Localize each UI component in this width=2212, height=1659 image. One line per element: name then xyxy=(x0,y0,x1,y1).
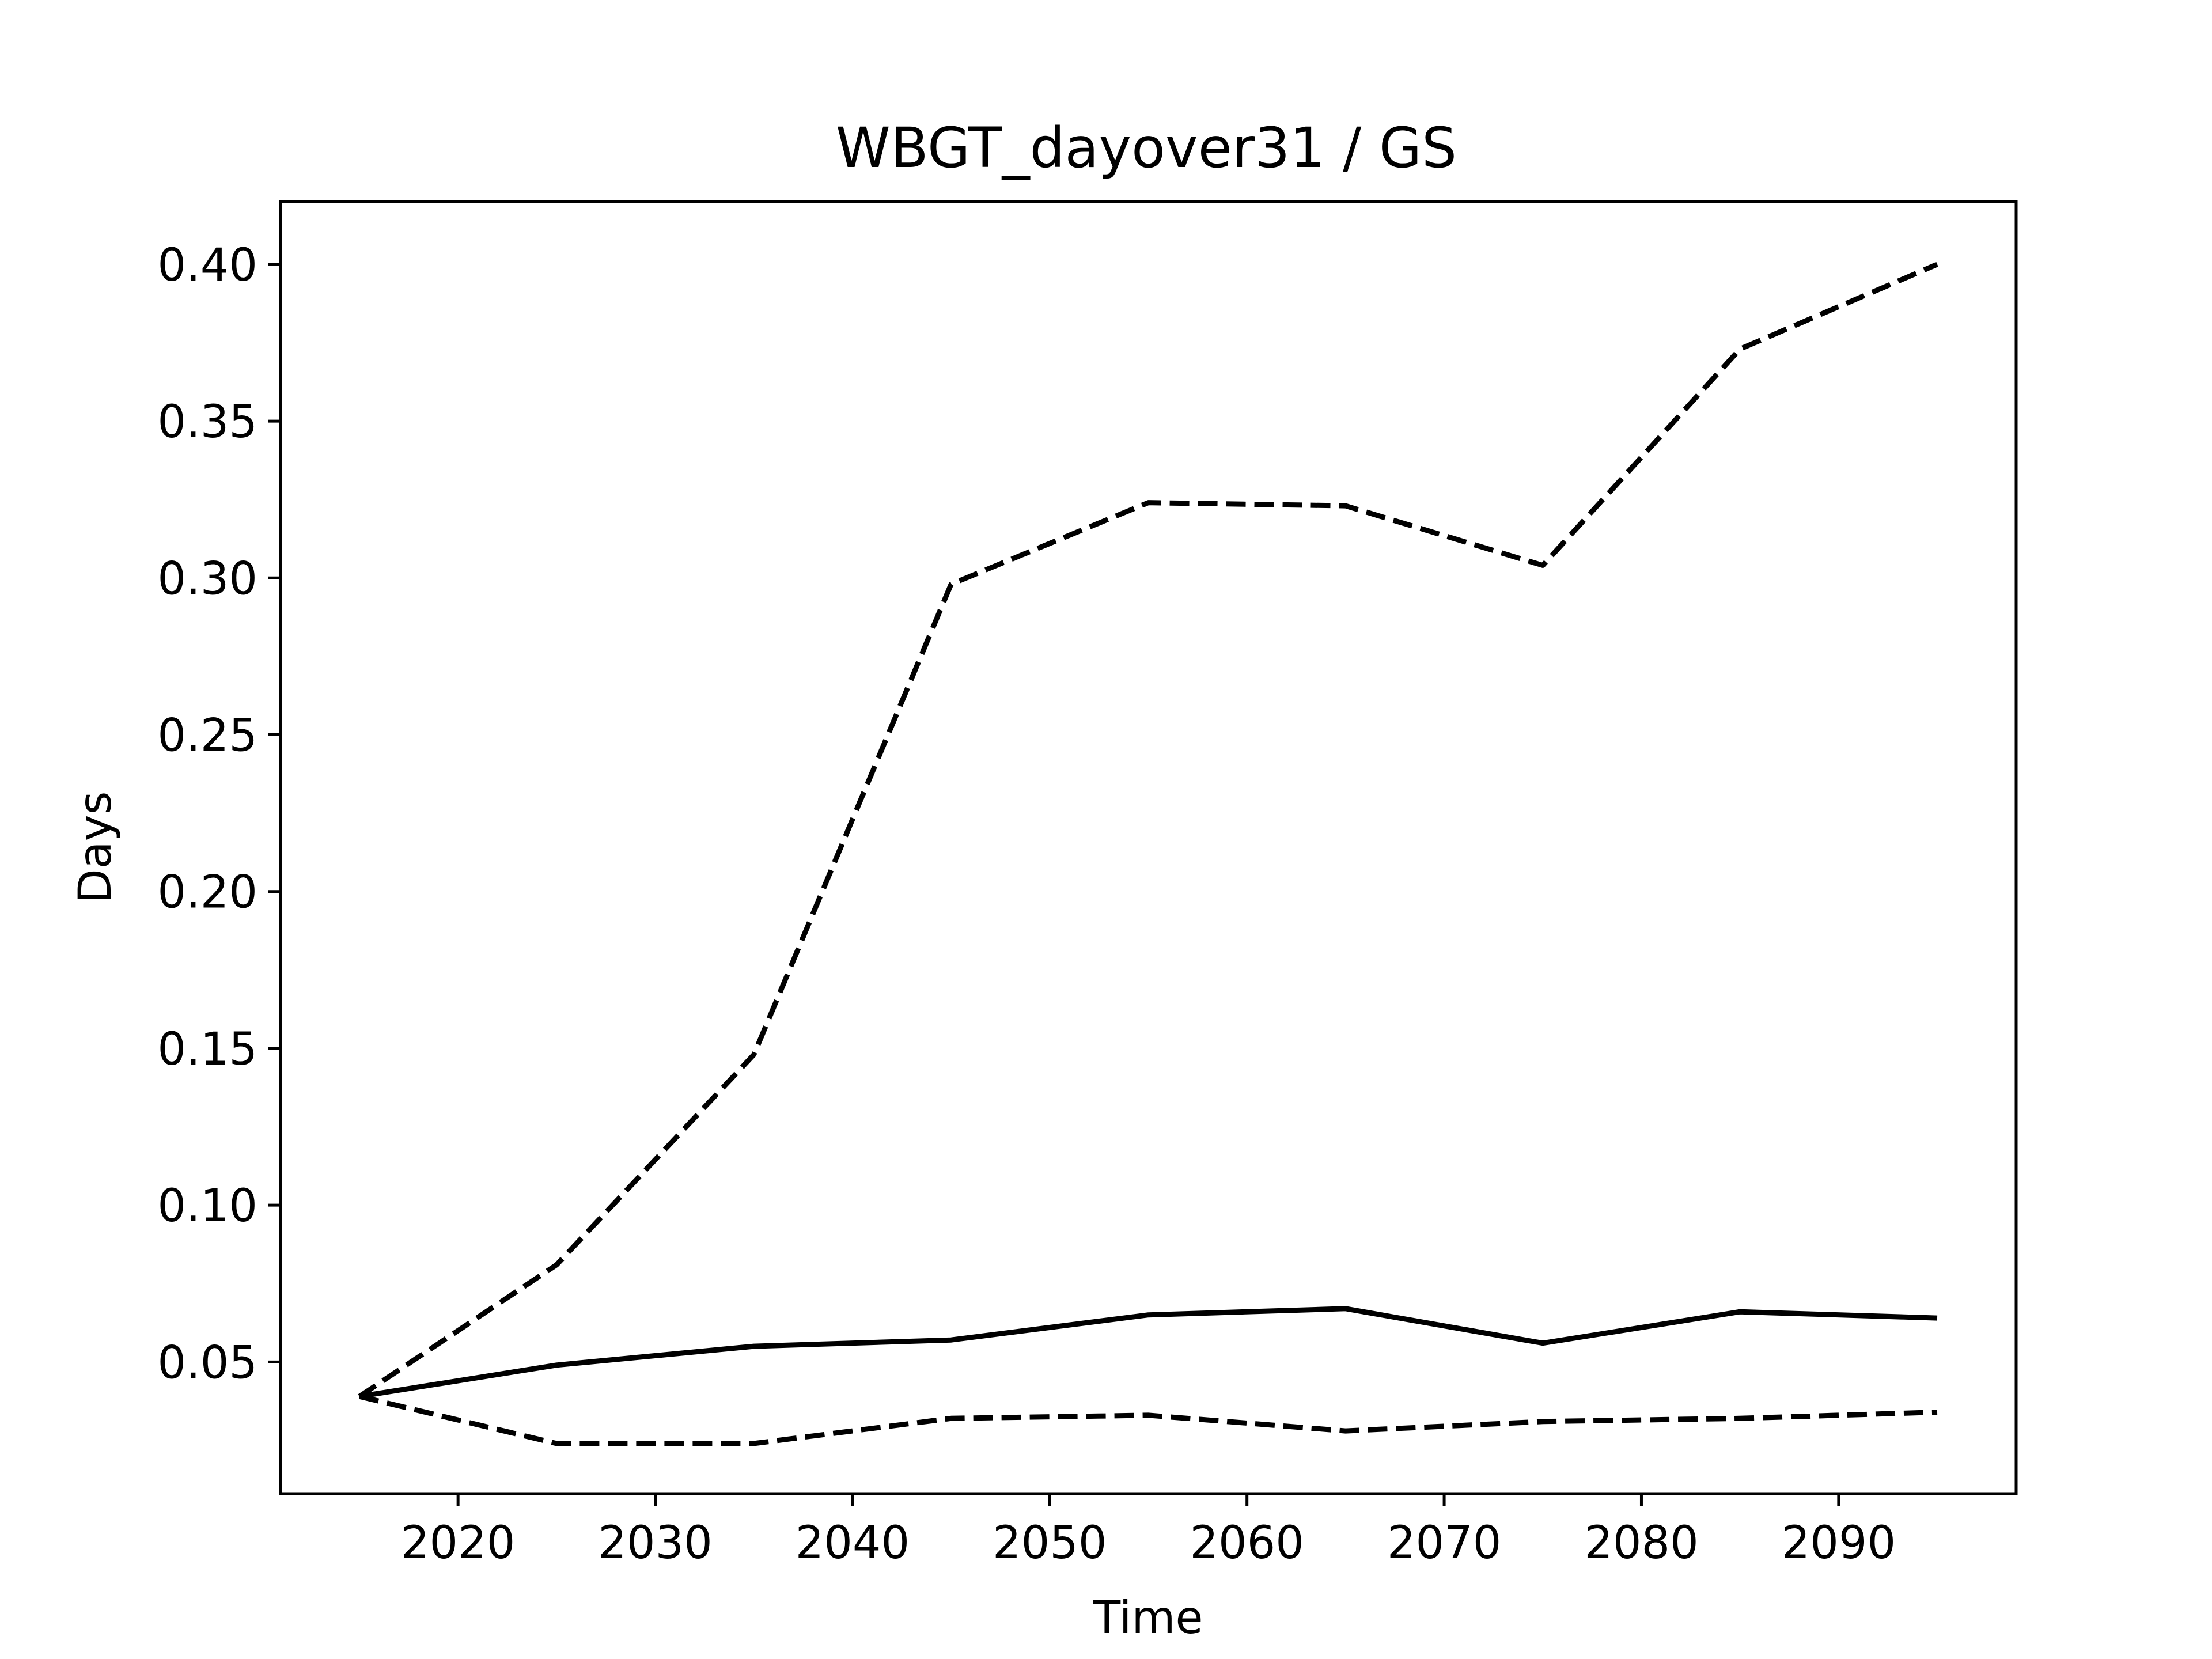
y-tick-label: 0.05 xyxy=(157,1337,257,1389)
x-tick-label: 2040 xyxy=(796,1517,910,1569)
x-tick-label: 2020 xyxy=(401,1517,516,1569)
y-axis-label: Days xyxy=(70,791,122,904)
x-axis-label: Time xyxy=(1093,1592,1203,1644)
y-tick-label: 0.20 xyxy=(157,867,257,919)
series-line-1 xyxy=(359,1306,1938,1399)
x-tick-label: 2070 xyxy=(1387,1517,1502,1569)
y-tick-label: 0.30 xyxy=(157,553,257,605)
y-tick-label: 0.15 xyxy=(157,1024,257,1075)
y-tick-label: 0.25 xyxy=(157,710,257,762)
y-tick-label: 0.40 xyxy=(157,240,257,291)
x-tick-label: 2080 xyxy=(1584,1517,1699,1569)
y-tick-label: 0.10 xyxy=(157,1180,257,1232)
chart-title: WBGT_dayover31 / GS xyxy=(836,116,1457,180)
x-tick-label: 2090 xyxy=(1782,1517,1896,1569)
series-line-2 xyxy=(358,262,1938,1399)
y-tick-label: 0.35 xyxy=(157,396,257,448)
y-axis: 0.05 0.10 0.15 0.20 0.25 0.30 0.35 0.40 xyxy=(157,240,281,1389)
x-axis: 2020 2030 2040 2050 2060 2070 2080 2090 xyxy=(401,1494,1896,1569)
plot-area xyxy=(358,262,1938,1446)
series-line-3 xyxy=(358,1393,1938,1446)
axes-frame xyxy=(279,200,2018,1495)
x-tick-label: 2050 xyxy=(993,1517,1107,1569)
x-tick-label: 2030 xyxy=(598,1517,713,1569)
x-tick-label: 2060 xyxy=(1190,1517,1304,1569)
